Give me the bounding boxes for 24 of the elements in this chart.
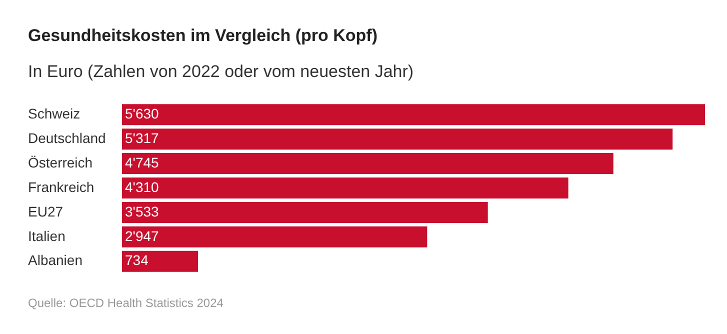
y-tick-label: EU27 — [28, 203, 64, 220]
y-tick-label: Italien — [28, 228, 66, 244]
y-tick-label: Schweiz — [28, 105, 80, 122]
chart-subtitle: In Euro (Zahlen von 2022 oder vom neuesten Jahr) — [28, 62, 414, 82]
data-label: 4'745 — [125, 154, 160, 170]
data-label: 2'947 — [125, 228, 160, 244]
bar — [122, 250, 198, 272]
data-label: 4'310 — [125, 178, 160, 195]
source-note: Quelle: OECD Health Statistics 2024 — [28, 296, 224, 310]
y-tick-label: Albanien — [28, 252, 82, 268]
chart-title: Gesundheitskosten im Vergleich (pro Kopf) — [28, 26, 378, 46]
y-tick-label: Frankreich — [28, 178, 94, 195]
bar — [122, 104, 705, 126]
y-tick-label: Deutschland — [28, 130, 106, 146]
bar — [122, 153, 614, 174]
data-label: 5'630 — [125, 105, 160, 122]
bar — [122, 226, 428, 248]
bar — [122, 202, 488, 223]
y-tick-label: Österreich — [28, 154, 93, 170]
data-label: 3'533 — [125, 203, 160, 220]
bar — [122, 128, 673, 150]
data-label: 5'317 — [125, 130, 160, 146]
data-label: 734 — [125, 252, 149, 268]
bar — [122, 177, 568, 199]
